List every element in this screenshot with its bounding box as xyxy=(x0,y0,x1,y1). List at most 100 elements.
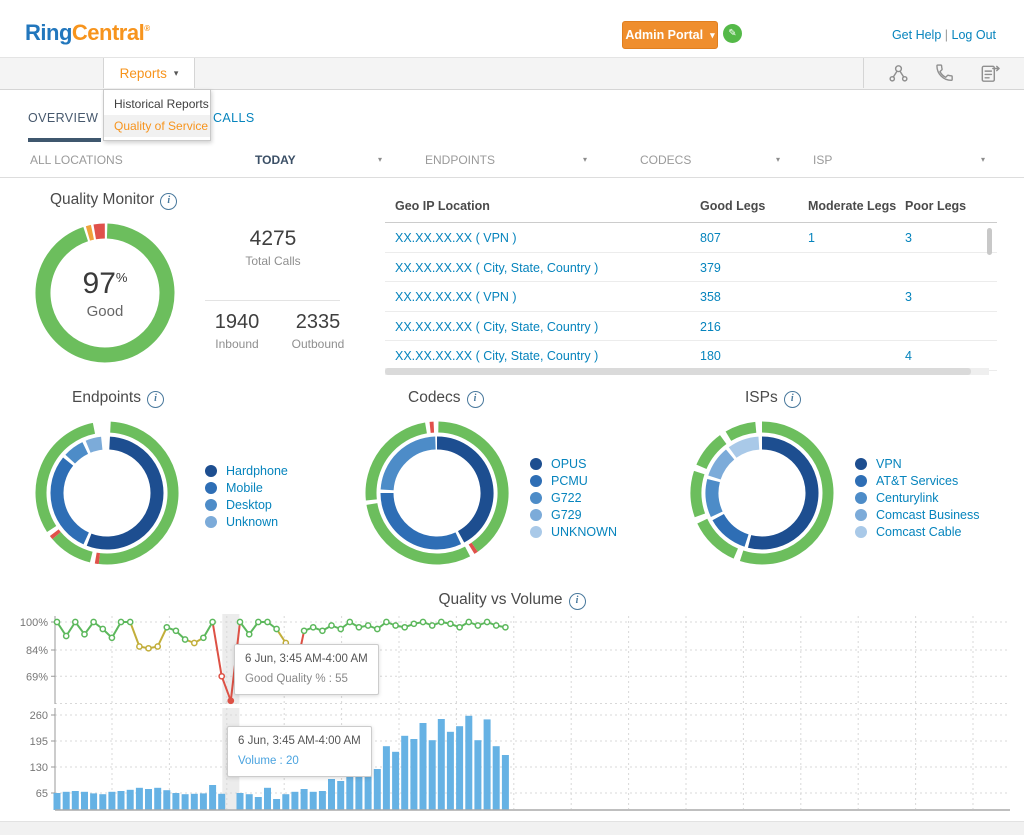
volume-bar[interactable] xyxy=(291,791,299,810)
data-point[interactable] xyxy=(71,618,79,626)
legend-item-opus[interactable]: OPUS xyxy=(530,455,617,472)
donut-segment-hardphone[interactable] xyxy=(86,436,164,550)
legend-item-comcast-cable[interactable]: Comcast Cable xyxy=(855,523,980,540)
donut-segment-good[interactable] xyxy=(725,421,757,442)
caret-down-icon[interactable]: ▾ xyxy=(776,155,781,164)
donut-segment-good[interactable] xyxy=(438,421,509,552)
filter-date-today[interactable]: TODAY xyxy=(255,153,296,167)
good-legs-link[interactable]: 807 xyxy=(700,231,721,245)
legend-item-vpn[interactable]: VPN xyxy=(855,455,980,472)
tab-overview[interactable]: OVERVIEW xyxy=(28,111,99,125)
donut-segment-centurylink[interactable] xyxy=(705,478,723,518)
legend-item-at-t-services[interactable]: AT&T Services xyxy=(855,472,980,489)
volume-bar[interactable] xyxy=(273,799,281,810)
data-point[interactable] xyxy=(264,618,271,626)
donut-segment-moderate[interactable] xyxy=(85,224,95,241)
donut-segment-opus[interactable] xyxy=(436,436,494,543)
info-icon[interactable]: i xyxy=(146,391,164,408)
quality-line-chart[interactable]: 100% 84% 69% xyxy=(0,608,1024,706)
volume-bar[interactable] xyxy=(135,787,143,810)
tab-calls[interactable]: CALLS xyxy=(213,111,255,125)
good-legs-link[interactable]: 180 xyxy=(700,349,721,363)
data-point[interactable] xyxy=(172,627,180,635)
data-point[interactable] xyxy=(483,618,491,626)
donut-segment-good[interactable] xyxy=(366,502,471,565)
data-point[interactable] xyxy=(126,618,134,626)
data-point[interactable] xyxy=(190,639,198,647)
donut-segment-comcast-business[interactable] xyxy=(708,449,735,480)
good-legs-link[interactable]: 358 xyxy=(700,290,721,304)
volume-bar[interactable] xyxy=(90,793,98,810)
data-point[interactable] xyxy=(428,622,436,629)
data-point[interactable] xyxy=(154,643,162,650)
info-icon[interactable]: i xyxy=(783,391,801,408)
quality-monitor-donut-chart[interactable] xyxy=(30,218,180,368)
data-point[interactable] xyxy=(81,630,88,638)
data-point[interactable] xyxy=(373,625,381,633)
highlighted-data-point[interactable] xyxy=(227,697,235,705)
data-point[interactable] xyxy=(108,634,116,642)
geo-ip-link[interactable]: XX.XX.XX.XX ( VPN ) xyxy=(395,290,517,304)
geo-ip-link[interactable]: XX.XX.XX.XX ( City, State, Country ) xyxy=(395,319,599,334)
filter-endpoints[interactable]: ENDPOINTS xyxy=(425,153,496,167)
donut-segment-g722[interactable] xyxy=(380,436,436,491)
donut-segment-pcmu[interactable] xyxy=(380,492,462,550)
volume-bar[interactable] xyxy=(264,787,271,810)
codecs-donut-chart[interactable] xyxy=(360,416,515,571)
volume-bar[interactable] xyxy=(465,715,473,810)
volume-bar[interactable] xyxy=(199,793,207,810)
volume-bar[interactable] xyxy=(373,769,381,810)
info-icon[interactable]: i xyxy=(160,193,178,210)
legend-item-desktop[interactable]: Desktop xyxy=(205,496,288,513)
volume-bar[interactable] xyxy=(282,794,290,810)
volume-bar[interactable] xyxy=(254,797,262,810)
volume-bar[interactable] xyxy=(172,793,180,810)
volume-bar[interactable] xyxy=(364,769,372,810)
volume-bar[interactable] xyxy=(474,740,482,810)
volume-bar[interactable] xyxy=(126,789,134,810)
caret-down-icon[interactable]: ▾ xyxy=(583,155,588,164)
donut-segment-poor[interactable] xyxy=(468,542,478,554)
data-point[interactable] xyxy=(99,625,107,633)
geo-ip-link[interactable]: XX.XX.XX.XX ( VPN ) xyxy=(395,231,517,245)
volume-bar[interactable] xyxy=(300,789,308,810)
volume-bar[interactable] xyxy=(337,781,345,810)
volume-bar[interactable] xyxy=(163,790,171,810)
volume-bar[interactable] xyxy=(117,791,125,810)
network-icon[interactable] xyxy=(887,62,910,85)
data-point[interactable] xyxy=(447,620,454,628)
donut-segment-desktop[interactable] xyxy=(65,442,89,464)
volume-bar[interactable] xyxy=(245,794,253,810)
donut-segment-unknown[interactable] xyxy=(85,436,103,453)
donut-segment-good[interactable] xyxy=(739,421,834,565)
data-point[interactable] xyxy=(319,627,326,635)
caret-down-icon[interactable]: ▾ xyxy=(981,155,986,164)
volume-bar[interactable] xyxy=(346,769,354,810)
info-icon[interactable]: i xyxy=(568,593,586,610)
poor-legs-link[interactable]: 3 xyxy=(905,231,912,245)
donut-segment-good[interactable] xyxy=(697,518,739,559)
data-point[interactable] xyxy=(218,672,226,680)
volume-bar[interactable] xyxy=(355,769,363,810)
legend-item-pcmu[interactable]: PCMU xyxy=(530,472,617,489)
data-point[interactable] xyxy=(136,643,143,650)
volume-bar[interactable] xyxy=(71,791,79,810)
data-point[interactable] xyxy=(474,622,482,629)
legend-item-hardphone[interactable]: Hardphone xyxy=(205,462,288,479)
vertical-scrollbar-thumb[interactable] xyxy=(987,228,992,255)
volume-bar[interactable] xyxy=(53,793,61,810)
menu-item-quality-of-service[interactable]: Quality of Service xyxy=(104,115,210,137)
volume-bar[interactable] xyxy=(236,793,244,810)
volume-bar[interactable] xyxy=(181,794,189,810)
data-point[interactable] xyxy=(355,623,363,631)
geo-ip-link[interactable]: XX.XX.XX.XX ( City, State, Country ) xyxy=(395,349,599,363)
data-point[interactable] xyxy=(245,630,253,638)
data-point[interactable] xyxy=(364,622,372,629)
donut-segment-good[interactable] xyxy=(696,435,727,470)
isps-donut-chart[interactable] xyxy=(685,416,840,571)
get-help-link[interactable]: Get Help xyxy=(891,28,942,42)
donut-segment-comcast-cable[interactable] xyxy=(728,436,760,459)
caret-down-icon[interactable]: ▾ xyxy=(378,155,383,164)
volume-bar[interactable] xyxy=(309,791,317,810)
data-point[interactable] xyxy=(117,618,125,626)
